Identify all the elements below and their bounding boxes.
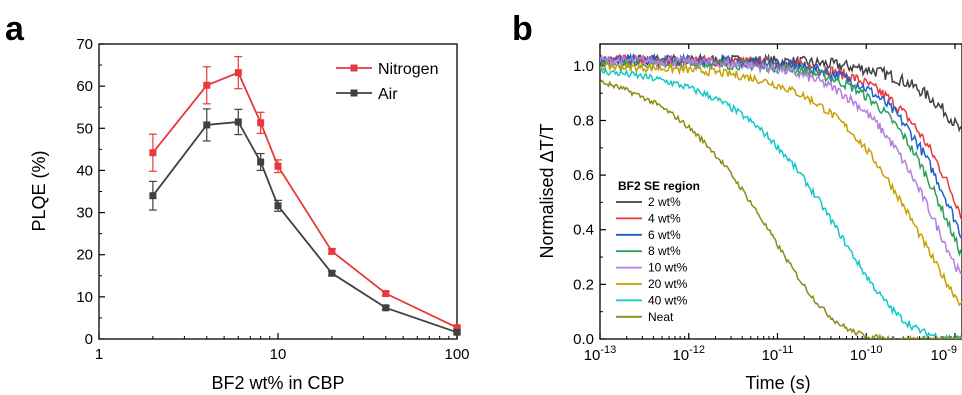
panel-a-ytick-label: 10 <box>76 289 93 306</box>
panel-b-legend-title: BF2 SE region <box>618 179 700 193</box>
panel-a-point <box>234 69 242 77</box>
panel-a-point <box>453 324 461 332</box>
panel-a-point <box>149 149 157 157</box>
panel-a-line-air <box>152 121 458 334</box>
panel-b-legend-label: 10 wt% <box>648 261 688 275</box>
panel-a-point <box>382 304 390 312</box>
panel-a-point <box>149 192 157 200</box>
panel-a-xtick-label: 1 <box>95 346 103 363</box>
panel-b-legend-label: 6 wt% <box>648 228 681 242</box>
panel-b-xtick-label: 10-12 <box>672 344 705 364</box>
panel-b-xtick-label: 10-11 <box>762 344 794 364</box>
panel-b-chart: Normalised ΔT/T Time (s) BF2 SE region 2… <box>537 43 962 393</box>
panel-b-ytick-label: 0.8 <box>573 112 594 129</box>
panel-b-legend-label: 40 wt% <box>648 293 688 307</box>
panel-a-ytick-label: 0 <box>85 331 93 348</box>
panel-a-point <box>257 158 265 166</box>
panel-b-curve <box>600 54 962 275</box>
panel-b-xtick-label: 10-9 <box>931 344 957 364</box>
panel-a-ytick-label: 50 <box>76 120 93 137</box>
panel-b-curve <box>600 61 962 307</box>
panel-a-point <box>328 247 336 255</box>
panel-a-point <box>453 328 461 336</box>
panel-a-point <box>257 119 265 127</box>
panel-b-ytick-label: 0.0 <box>573 331 594 348</box>
panel-a-legend-marker <box>350 89 358 97</box>
panel-b-legend: BF2 SE region 2 wt% 4 wt% 6 wt% 8 wt% 10 wt%… <box>616 179 700 324</box>
panel-a-chart: PLQE (%) BF2 wt% in CBP Nitrogen Air 0 10 2… <box>29 36 470 393</box>
panel-a-point <box>203 81 211 89</box>
panel-a-xtick-label: 100 <box>444 346 469 363</box>
panel-a-ytick-label: 20 <box>76 247 93 264</box>
panel-a-ytick-label: 60 <box>76 78 93 95</box>
panel-b-ytick-label: 1.0 <box>573 58 594 75</box>
panel-b-curve <box>600 67 962 339</box>
panel-a-xlabel: BF2 wt% in CBP <box>211 373 344 393</box>
panel-b-xtick-label: 10-10 <box>850 344 883 364</box>
panel-a-ytick-label: 40 <box>76 162 93 179</box>
panel-b-curves <box>600 52 962 339</box>
panel-b-xtick-label: 10-13 <box>584 344 617 364</box>
panel-a-point <box>328 269 336 277</box>
panel-a-point <box>274 202 282 210</box>
panel-b-ytick-label: 0.4 <box>573 222 594 239</box>
panel-b-legend-label: 2 wt% <box>648 195 681 209</box>
panel-b-ytick-label: 0.6 <box>573 167 594 184</box>
panel-b-legend-label: Neat <box>648 310 674 324</box>
panel-a-line-nitrogen <box>152 71 458 329</box>
panel-b-ylabel: Normalised ΔT/T <box>537 123 557 258</box>
panel-a-ylabel: PLQE (%) <box>29 150 49 231</box>
panel-a-ytick-label: 70 <box>76 36 93 53</box>
panel-b-legend-label: 20 wt% <box>648 277 688 291</box>
panel-b-legend-label: 4 wt% <box>648 211 681 225</box>
panel-a-legend: Nitrogen Air <box>336 61 438 103</box>
panel-a-xtick-label: 10 <box>270 346 287 363</box>
panel-b-legend-label: 8 wt% <box>648 244 681 258</box>
panel-a-label: a <box>5 10 25 48</box>
panel-a-legend-marker <box>350 64 358 72</box>
panel-a-ytick-label: 30 <box>76 205 93 222</box>
panel-b-curve <box>600 79 962 339</box>
panel-b-label: b <box>512 10 533 48</box>
panel-a-point <box>382 289 390 297</box>
panel-a-point <box>203 121 211 129</box>
panel-b-xlabel: Time (s) <box>745 373 810 393</box>
panel-a-point <box>234 118 242 126</box>
panel-b-ytick-label: 0.2 <box>573 276 594 293</box>
panel-b-frame <box>599 43 962 340</box>
panel-a-legend-label: Air <box>378 86 398 103</box>
panel-a-point <box>274 162 282 170</box>
panel-a-legend-label: Nitrogen <box>378 61 438 78</box>
